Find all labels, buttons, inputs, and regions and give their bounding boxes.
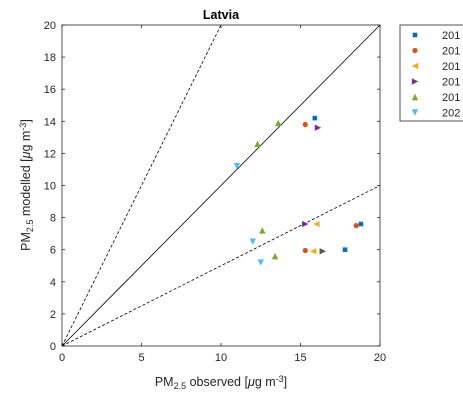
legend-marker [412, 47, 418, 54]
legend-box [399, 24, 463, 122]
y-tick-label: 16 [44, 84, 56, 96]
y-tick-label: 8 [50, 213, 56, 225]
legend-entry-label: 201 [442, 30, 460, 42]
y-axis: 0 2 4 6 8 10 12 14 16 18 20 [44, 20, 380, 353]
legend-entry-label: 201 [442, 92, 460, 104]
data-point [358, 221, 364, 227]
data-point [271, 252, 279, 260]
legend-entry-label: 201 [442, 61, 460, 73]
y-axis-label: PM2.5 modelled [μg m-3] [18, 119, 35, 251]
data-point [319, 248, 326, 255]
data-point [259, 227, 266, 234]
legend-entry-label: 201 [442, 77, 460, 89]
data-point [233, 163, 241, 170]
y-tick-label: 2 [50, 309, 56, 321]
x-tick-label: 5 [138, 352, 144, 364]
data-point [302, 247, 308, 254]
data-point [254, 140, 261, 147]
legend-marker [411, 93, 419, 101]
x-axis: 0 5 10 15 20 [59, 25, 386, 364]
legend-marker [411, 109, 419, 116]
data-point [257, 259, 264, 266]
chart-title: Latvia [203, 8, 240, 22]
y-tick-label: 0 [50, 341, 56, 353]
legend: 201 201 201 201 201 202 [399, 24, 463, 122]
data-point [342, 247, 348, 252]
data-point [249, 238, 256, 245]
legend-marker [412, 32, 418, 38]
dashed-reference-line [61, 185, 381, 347]
data-points [233, 115, 364, 266]
data-point [314, 124, 322, 131]
y-tick-label: 10 [44, 181, 56, 193]
legend-entry-label: 201 [442, 46, 460, 58]
data-point [312, 115, 318, 121]
y-tick-label: 18 [44, 52, 56, 64]
reference-lines [61, 24, 381, 347]
x-tick-label: 20 [374, 352, 386, 364]
x-axis-label: PM2.5 observed [μg m-3] [155, 374, 287, 391]
y-tick-label: 14 [44, 116, 56, 128]
y-tick-label: 4 [50, 277, 56, 289]
data-point [302, 121, 308, 128]
y-tick-label: 12 [44, 148, 56, 160]
x-tick-label: 15 [294, 352, 306, 364]
data-point [313, 220, 320, 228]
y-tick-label: 6 [50, 245, 56, 257]
data-point [302, 220, 309, 228]
data-point [275, 119, 282, 127]
legend-marker [411, 62, 419, 70]
x-tick-label: 10 [215, 352, 227, 364]
data-point [353, 223, 359, 229]
x-tick-label: 0 [59, 352, 65, 364]
y-tick-label: 20 [44, 20, 56, 32]
legend-marker [411, 78, 419, 85]
data-point [310, 248, 317, 255]
legend-entry-label: 202 [442, 108, 460, 120]
one-to-one-line [61, 24, 381, 347]
